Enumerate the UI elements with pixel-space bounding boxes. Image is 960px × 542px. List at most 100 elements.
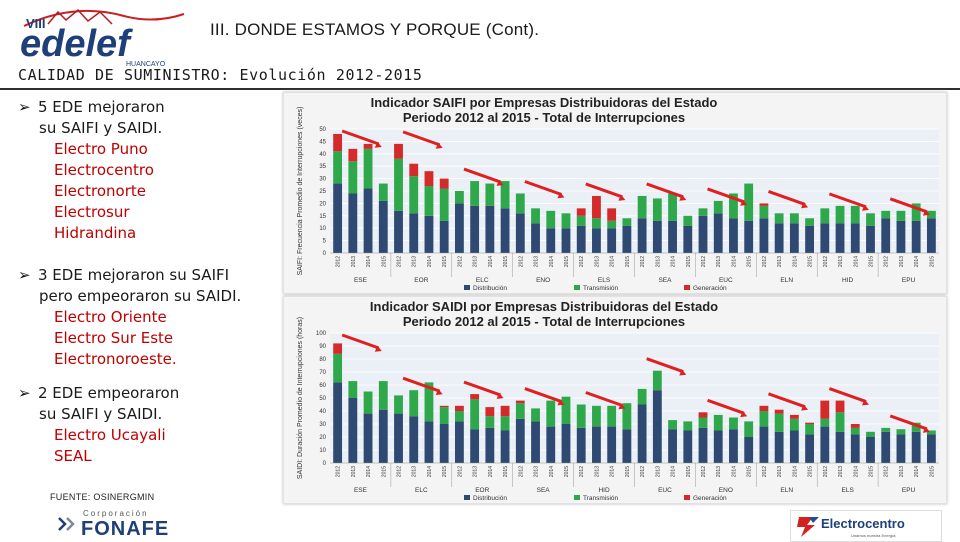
group-label: HID	[598, 487, 610, 494]
legend-swatch	[684, 285, 690, 290]
trend-arrow-icon	[862, 399, 869, 406]
year-label: 2013	[412, 466, 418, 477]
bar-generacin	[333, 343, 343, 354]
bar-transmisin	[835, 412, 845, 432]
y-tick-label: 10	[319, 226, 326, 232]
bar-transmisin	[561, 396, 571, 424]
bar-distribucin	[820, 223, 830, 253]
bar-transmisin	[926, 430, 936, 435]
bar-distribucin	[926, 434, 936, 463]
year-label: 2013	[473, 466, 479, 477]
year-label: 2012	[397, 256, 403, 267]
bar-transmisin	[835, 205, 845, 224]
year-label: 2015	[442, 256, 448, 267]
bar-transmisin	[911, 422, 921, 432]
bar-transmisin	[531, 408, 540, 422]
bar-transmisin	[378, 183, 388, 201]
trend-arrow-icon	[679, 194, 687, 201]
year-label: 2015	[686, 466, 692, 477]
bar-transmisin	[531, 208, 540, 224]
company-name: Electro Puno	[54, 140, 148, 158]
legend-label: Generación	[693, 285, 727, 292]
bar-generacin	[850, 424, 860, 428]
bar-transmisin	[637, 195, 647, 219]
fonafe-logo: Corporación FONAFE	[58, 509, 169, 540]
trend-arrow-icon	[496, 392, 504, 399]
bar-transmisin	[409, 176, 419, 214]
bar-distribucin	[805, 434, 815, 463]
bar-generacin	[363, 143, 373, 149]
year-label: 2015	[808, 256, 814, 267]
year-label: 2014	[366, 466, 372, 477]
trend-arrow-icon	[435, 388, 443, 396]
bar-transmisin	[378, 381, 388, 410]
trend-arrow-icon	[767, 189, 806, 206]
year-label: 2015	[503, 466, 509, 477]
bar-distribucin	[683, 225, 693, 253]
bar-transmisin	[622, 403, 632, 430]
y-tick-label: 70	[319, 370, 326, 376]
year-label: 2014	[549, 256, 555, 267]
bar-distribucin	[333, 382, 343, 463]
bar-distribucin	[744, 220, 754, 253]
bar-transmisin	[759, 411, 769, 427]
trend-arrow-icon	[402, 376, 441, 393]
trend-arrow-icon	[524, 180, 562, 196]
svg-text:FONAFE: FONAFE	[81, 518, 169, 540]
year-label: 2013	[534, 256, 540, 267]
year-label: 2012	[701, 256, 707, 267]
year-label: 2013	[838, 466, 844, 477]
legend-swatch	[464, 285, 470, 290]
trend-arrow-icon	[707, 398, 745, 415]
year-label: 2015	[929, 466, 935, 477]
group-label: EOR	[475, 487, 489, 494]
bar-transmisin	[805, 424, 815, 435]
bar-transmisin	[896, 429, 906, 435]
trend-arrow-icon	[801, 201, 809, 209]
bar-distribucin	[363, 188, 373, 253]
bar-transmisin	[683, 215, 693, 226]
bar-transmisin	[394, 395, 403, 414]
bar-distribucin	[744, 437, 754, 463]
bullet-arrow-icon: ➢	[18, 384, 31, 402]
year-label: 2012	[457, 466, 463, 477]
bar-distribucin	[850, 223, 860, 253]
year-label: 2014	[792, 256, 798, 267]
svg-text:VIII: VIII	[26, 16, 46, 31]
group-label: ELN	[780, 487, 793, 494]
bar-transmisin	[744, 183, 754, 221]
bar-distribucin	[896, 434, 906, 463]
bar-transmisin	[515, 403, 525, 419]
bullet-arrow-icon: ➢	[18, 98, 31, 116]
bar-distribucin	[911, 220, 921, 253]
bar-transmisin	[698, 417, 708, 428]
bar-generacin	[774, 409, 784, 414]
bar-generacin	[500, 405, 510, 417]
bar-transmisin	[348, 381, 358, 398]
year-label: 2014	[427, 256, 433, 267]
y-tick-label: 25	[319, 189, 326, 195]
bar-transmisin	[576, 215, 586, 226]
bar-distribucin	[713, 430, 723, 463]
legend-swatch	[684, 495, 690, 500]
bar-transmisin	[713, 414, 723, 431]
trend-arrow-icon	[707, 187, 745, 204]
group-label: ELC	[415, 487, 428, 494]
bullet-group-3: ➢ 2 EDE empeoraron su SAIFI y SAIDI. Elec…	[18, 383, 179, 467]
bar-transmisin	[485, 416, 495, 428]
bar-distribucin	[607, 426, 617, 463]
trend-arrow-icon	[679, 369, 687, 376]
y-axis-label: SAIDI: Duración Promedio de Interrupcion…	[297, 317, 304, 479]
year-label: 2015	[503, 256, 509, 267]
bar-transmisin	[652, 198, 662, 221]
year-label: 2012	[701, 466, 707, 477]
year-label: 2015	[747, 256, 753, 267]
year-label: 2012	[457, 256, 463, 267]
trend-arrow-icon	[646, 182, 684, 199]
bar-distribucin	[759, 426, 769, 463]
svg-text:Unamos nuestra Energía: Unamos nuestra Energía	[851, 533, 896, 538]
year-label: 2012	[762, 256, 768, 267]
bar-transmisin	[820, 418, 830, 427]
year-label: 2015	[564, 466, 570, 477]
company-name: Electronoroeste.	[54, 350, 177, 368]
